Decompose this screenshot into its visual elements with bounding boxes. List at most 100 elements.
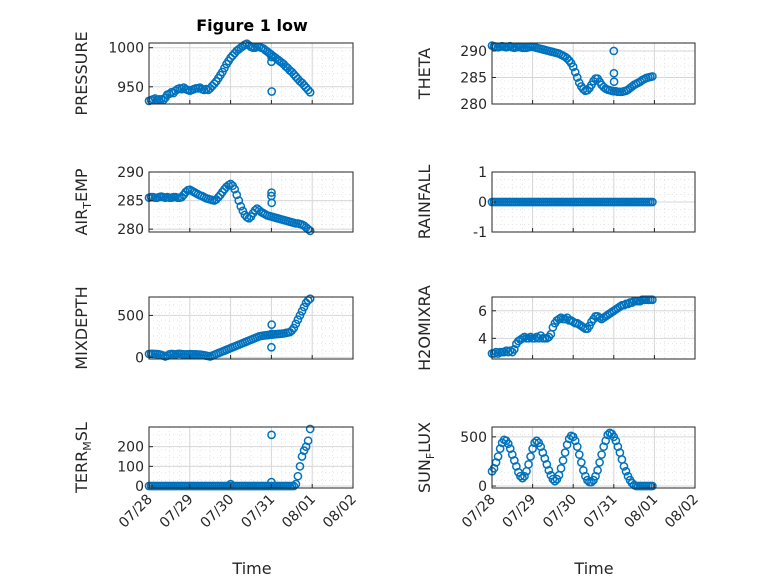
data-point [554, 314, 564, 324]
axes-box [491, 296, 696, 360]
x-tick-label: 07/30 [198, 492, 238, 532]
y-tick-label: 4 [478, 331, 487, 347]
x-tick-label: 07/31 [581, 492, 621, 532]
data-point [267, 329, 276, 339]
data-point [267, 188, 276, 197]
data-point [526, 452, 535, 461]
data-point [568, 62, 578, 72]
y-axis-label: MIXDEPTH [72, 286, 91, 369]
x-tick-label: 08/01 [279, 492, 319, 532]
data-point [648, 72, 657, 81]
y-tick-label: 1000 [108, 41, 144, 57]
y-tick-label: 290 [117, 165, 144, 181]
y-tick-label: -1 [473, 225, 487, 241]
data-point [177, 84, 186, 94]
data-point [560, 314, 570, 324]
data-point [532, 332, 542, 342]
data-point [648, 295, 657, 305]
y-axis-label: RAINFALL [415, 165, 434, 240]
y-tick-label: 0 [135, 479, 144, 495]
data-point [305, 226, 315, 236]
x-axis-label-left: Time [231, 559, 271, 578]
data-point [648, 197, 657, 207]
y-tick-label: 100 [117, 459, 144, 475]
data-point [509, 345, 519, 354]
data-point [585, 321, 594, 331]
data-point [556, 313, 566, 323]
data-point [305, 424, 315, 434]
data-point [627, 298, 637, 307]
data-point [526, 332, 535, 342]
data-point [579, 322, 588, 332]
data-point [295, 462, 305, 471]
data-point [520, 471, 529, 481]
data-point [524, 460, 533, 469]
data-point [572, 442, 582, 452]
y-tick-label: 280 [460, 97, 487, 113]
data-point [548, 474, 558, 484]
y-tick-label: 0 [135, 350, 144, 366]
y-tick-label: 290 [460, 44, 487, 60]
x-tick-label: 08/02 [662, 492, 702, 532]
data-point [505, 346, 515, 356]
y-tick-label: 0 [478, 479, 487, 495]
data-point [518, 333, 527, 343]
data-point [503, 439, 513, 449]
data-point [267, 52, 276, 62]
axes-box [491, 42, 696, 105]
data-point [595, 313, 604, 323]
x-tick-label: 07/29 [500, 492, 540, 532]
data-point [493, 349, 503, 358]
x-tick-label: 07/28 [459, 492, 499, 532]
data-point [230, 184, 240, 194]
data-point [572, 73, 582, 82]
data-point [621, 466, 631, 476]
y-tick-label: 285 [117, 194, 144, 210]
data-point [548, 322, 558, 332]
y-tick-label: 280 [117, 222, 144, 238]
data-point [267, 342, 276, 352]
data-point [583, 475, 592, 485]
data-point [583, 85, 592, 95]
axes-box [148, 42, 354, 105]
subplot-air-temp: 280 285 290 AIRTEMP [72, 165, 354, 238]
data-point [291, 319, 301, 329]
data-point [267, 57, 276, 67]
data-point [303, 436, 313, 446]
subplot-h2omixra: 4 6 H2OMIXRA [415, 285, 696, 371]
data-point [209, 79, 219, 89]
data-point [648, 481, 657, 491]
y-tick-label: 500 [117, 308, 144, 324]
axes-box [148, 171, 354, 233]
data-point [305, 294, 315, 304]
data-point [570, 67, 580, 77]
data-point [293, 471, 303, 481]
y-tick-label: 1 [478, 165, 487, 181]
data-point [558, 456, 568, 465]
data-point [226, 179, 235, 189]
axes-box [148, 426, 354, 489]
data-point [267, 87, 277, 96]
subplot-rainfall: -1 0 1 RAINFALL [415, 165, 696, 241]
data-point [150, 94, 160, 103]
data-point [532, 436, 542, 446]
data-point [516, 471, 525, 481]
data-point [214, 192, 223, 202]
y-tick-label: 200 [117, 440, 144, 456]
data-point [295, 311, 305, 320]
subplot-pressure: 950 1000 PRESSURE [72, 31, 354, 116]
y-tick-label: 285 [460, 70, 487, 86]
y-axis-label: SUNFLUX [415, 422, 437, 493]
x-axis-label-right: Time [573, 559, 613, 578]
data-point [587, 477, 596, 487]
x-tick-label: 07/30 [540, 492, 580, 532]
data-point [489, 349, 499, 358]
figure-title: Figure 1 low [196, 16, 308, 35]
axes-box [491, 426, 696, 489]
data-point [560, 448, 570, 457]
data-point [234, 196, 244, 205]
subplot-sun-flux: 0 500 SUNFLUX 07/28 07/29 07/30 07/31 08/01 08/0… [415, 422, 702, 531]
data-point [267, 198, 277, 208]
